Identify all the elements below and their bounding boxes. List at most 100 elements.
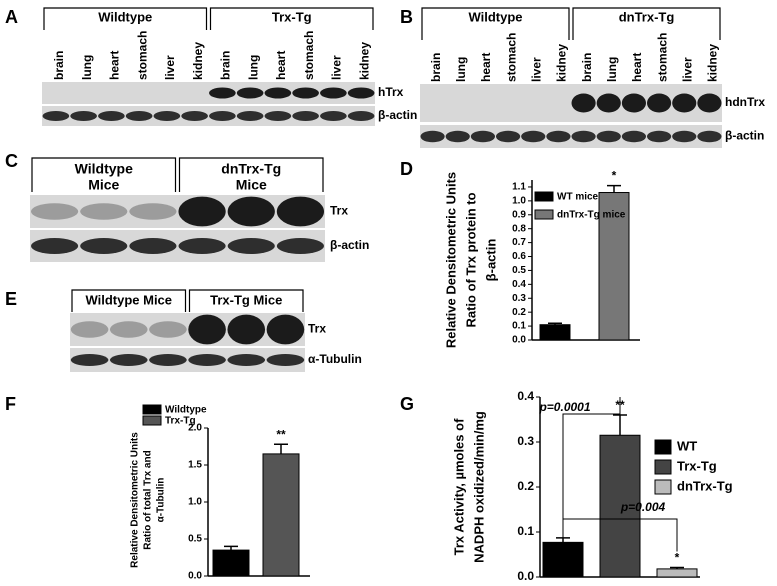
blot-band (236, 111, 264, 121)
blot-band (264, 87, 292, 99)
blot-band (672, 93, 697, 113)
y-axis-label: Relative Densitometric Units (443, 172, 458, 348)
y-tick-label: 0.0 (517, 569, 534, 581)
annotation: * (675, 551, 680, 565)
blot-band (470, 130, 495, 143)
group-label: Wildtype Mice (85, 292, 172, 307)
band-label: hTrx (378, 85, 404, 99)
bar (212, 549, 250, 577)
blot-band (227, 238, 275, 254)
blot-band (153, 111, 181, 121)
blot-strip (420, 125, 722, 148)
blot-band (109, 354, 148, 366)
error-bar (274, 443, 288, 454)
annotation: p=0.004 (620, 500, 666, 514)
lane-label: kidney (191, 42, 205, 80)
blot-band (672, 130, 697, 143)
comparison-bracket (562, 518, 678, 552)
y-tick-label: 0.2 (517, 479, 534, 493)
panel-label: F (5, 394, 16, 414)
lane-label: brain (219, 51, 233, 80)
legend-label: WT (677, 438, 697, 453)
y-axis-label: Ratio of total Trx and (143, 450, 154, 549)
blot-band (647, 130, 672, 143)
legend-label: dnTrx-Tg (677, 478, 733, 493)
y-axis-label: NADPH oxidized/min/mg (471, 411, 486, 563)
group-bracket (421, 7, 570, 40)
blot-band (236, 87, 264, 99)
group-bracket (209, 7, 374, 30)
group-label: Trx-Tg Mice (210, 292, 282, 307)
blot-band (109, 321, 148, 338)
blot-band (596, 130, 621, 143)
group-label: Mice (88, 177, 119, 193)
y-axis-label: Relative Densitometric Units (130, 432, 141, 568)
group-bracket (188, 289, 304, 312)
group-label: Wildtype (75, 161, 133, 177)
band-label: β-actin (725, 129, 764, 143)
band-label: hdnTrx (725, 95, 765, 109)
y-axis-label: Trx Activity, µmoles of (451, 418, 466, 555)
y-axis-label: α-Tubulin (156, 478, 167, 523)
blot-band (227, 196, 275, 227)
blot-strip (70, 348, 305, 372)
panel-label: E (5, 289, 17, 309)
lane-label: liver (330, 55, 344, 80)
y-tick-label: 0.9 (512, 209, 526, 220)
group-label: Wildtype (468, 9, 522, 24)
panel-label: C (5, 151, 18, 171)
y-tick-label: 0.2 (512, 307, 526, 318)
blot-band (596, 93, 621, 113)
y-tick-label: 0.7 (512, 237, 526, 248)
bar (598, 192, 630, 341)
blot-band (276, 196, 325, 227)
lane-label: stomach (504, 33, 518, 82)
band-label: β-actin (330, 238, 369, 252)
panel-label: D (400, 159, 413, 179)
annotation: ** (276, 427, 286, 441)
panel-label: A (5, 7, 18, 27)
y-tick-label: 1.5 (188, 460, 202, 471)
blot-band (227, 354, 266, 366)
blot-band (347, 111, 375, 121)
blot-band (149, 321, 187, 338)
blot-band (264, 111, 292, 121)
legend-label: Trx-Tg (677, 458, 717, 473)
blot-band (697, 130, 722, 143)
blot-band (697, 93, 722, 113)
lane-label: heart (274, 51, 288, 80)
lane-label: kidney (357, 42, 371, 80)
blot-band (125, 111, 153, 121)
blot-band (521, 130, 546, 143)
lane-label: stomach (655, 33, 669, 82)
band-label: Trx (330, 204, 348, 218)
bar (656, 568, 698, 578)
lane-label: brain (580, 53, 594, 82)
y-tick-label: 0.6 (512, 251, 526, 262)
lane-label: lung (80, 55, 94, 80)
blot-band (188, 354, 226, 366)
blot-band (647, 93, 672, 113)
blot-band (571, 130, 596, 143)
blot-strip (42, 106, 375, 126)
blot-band (496, 130, 521, 143)
lane-label: heart (108, 51, 122, 80)
band-label: β-actin (378, 108, 417, 122)
y-tick-label: 0.1 (512, 321, 526, 332)
lane-label: heart (479, 53, 493, 82)
blot-band (292, 111, 319, 121)
blot-band (347, 87, 375, 99)
y-tick-label: 0.3 (517, 434, 534, 448)
blot-band (276, 238, 325, 254)
lane-label: brain (429, 53, 443, 82)
bar (542, 541, 584, 578)
lane-label: lung (454, 57, 468, 82)
lane-label: liver (680, 57, 694, 82)
y-tick-label: 1.0 (188, 497, 202, 508)
legend-swatch (534, 191, 554, 202)
lane-label: liver (163, 55, 177, 80)
bar (539, 324, 571, 341)
error-bar (613, 414, 627, 436)
blot-band (420, 130, 445, 143)
